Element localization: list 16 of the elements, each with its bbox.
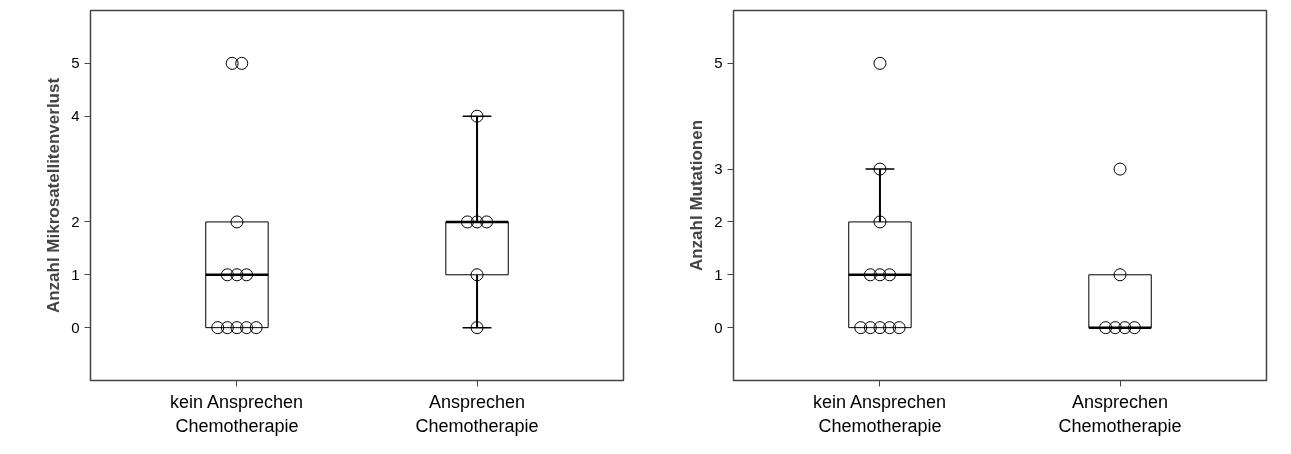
y-axis-title: Anzahl Mutationen [687,119,707,272]
y-axis-title: Anzahl Mikrosatellitenverlust [44,77,64,314]
y-tick-label: 4 [71,107,80,125]
x-tick-label: kein Ansprechen Chemotherapie [812,391,947,436]
y-tick-label: 1 [71,265,80,283]
x-tick-label: Ansprechen Chemotherapie [415,391,539,436]
x-tick-label: Ansprechen Chemotherapie [1058,391,1182,436]
y-tick-label: 3 [714,160,723,178]
y-tick-label: 2 [714,212,723,230]
y-tick-label: 1 [714,265,723,283]
y-tick-label: 2 [71,212,80,230]
y-tick-label: 0 [71,318,80,336]
y-tick-label: 5 [714,54,723,72]
x-tick-label: kein Ansprechen Chemotherapie [169,391,304,436]
y-tick-label: 0 [714,318,723,336]
y-tick-label: 5 [71,54,80,72]
